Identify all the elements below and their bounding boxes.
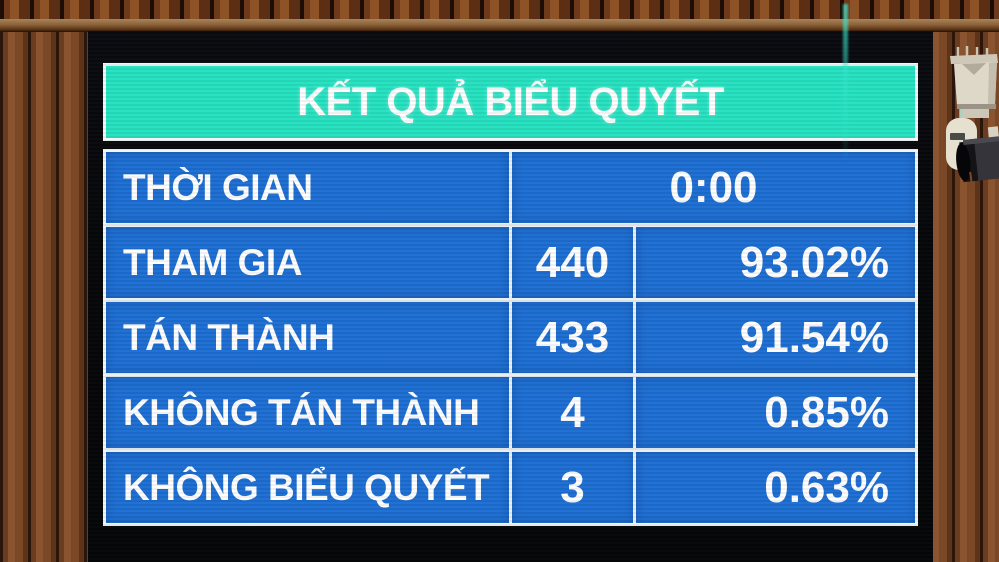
table-row-approve: TÁN THÀNH 433 91.54% [106,302,915,373]
results-table: THỜI GIAN 0:00 THAM GIA 440 93.02% TÁN T… [103,149,918,526]
security-camera [941,44,999,194]
board-title: KẾT QUẢ BIỂU QUYẾT [103,63,918,141]
vote-count: 440 [512,227,633,298]
row-label: THAM GIA [106,227,509,298]
row-label: KHÔNG TÁN THÀNH [106,377,509,448]
wood-slats-top [0,0,999,20]
table-row-participated: THAM GIA 440 93.02% [106,227,915,298]
vote-percent: 91.54% [636,302,915,373]
row-label: THỜI GIAN [106,152,509,223]
security-camera-icon [946,46,999,188]
time-value: 0:00 [512,152,915,223]
screen-light-bleed [843,4,848,164]
vote-count: 3 [512,452,633,523]
vote-count: 433 [512,302,633,373]
vote-percent: 0.63% [636,452,915,523]
row-label: TÁN THÀNH [106,302,509,373]
vote-count: 4 [512,377,633,448]
led-screen: KẾT QUẢ BIỂU QUYẾT THỜI GIAN 0:00 THAM G… [88,31,933,562]
table-row-abstain: KHÔNG BIỂU QUYẾT 3 0.63% [106,452,915,523]
vote-percent: 0.85% [636,377,915,448]
row-label: KHÔNG BIỂU QUYẾT [106,452,509,523]
vote-percent: 93.02% [636,227,915,298]
table-row-disapprove: KHÔNG TÁN THÀNH 4 0.85% [106,377,915,448]
table-row-time: THỜI GIAN 0:00 [106,152,915,223]
wood-rail-trim [0,19,999,32]
voting-results-board: KẾT QUẢ BIỂU QUYẾT THỜI GIAN 0:00 THAM G… [103,63,918,526]
